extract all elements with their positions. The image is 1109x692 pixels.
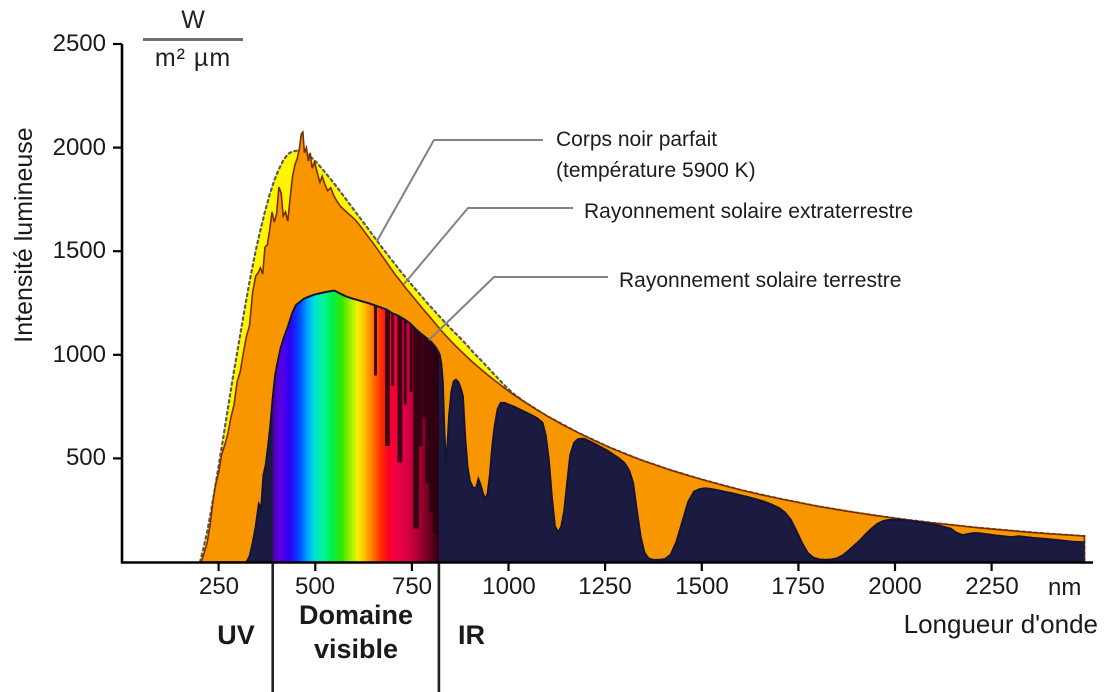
y-axis-title: Intensité lumineuse <box>10 127 38 343</box>
region-label-visible: Domaine visible <box>284 598 428 666</box>
axes-layer <box>113 42 1093 692</box>
absorption-line <box>432 290 439 533</box>
absorption-line <box>374 290 377 376</box>
absorption-line <box>429 290 435 513</box>
absorption-line <box>422 290 426 417</box>
leader-line <box>428 276 608 341</box>
spectral-domain-dividers <box>271 563 441 692</box>
absorption-lines <box>374 290 439 533</box>
annotation-terrestrial: Rayonnement solaire terrestre <box>619 269 902 292</box>
y-axis-units: W m² µm <box>141 6 245 73</box>
absorption-line <box>425 290 430 484</box>
y-tick-label: 2500 <box>52 30 106 57</box>
annotation-blackbody-line2: (température 5900 K) <box>556 159 756 182</box>
annotation-blackbody: Corps noir parfait (température 5900 K) <box>556 124 756 186</box>
terrestrial-curve-outline <box>245 289 1085 563</box>
tick-marks <box>113 42 993 571</box>
absorption-line <box>391 290 395 386</box>
region-label-visible-line2: visible <box>313 634 399 664</box>
x-axis-unit: nm <box>1048 574 1082 601</box>
x-tick-label: 500 <box>294 573 336 600</box>
region-label-uv: UV <box>217 620 255 650</box>
y-tick-label: 1500 <box>52 237 106 264</box>
unit-numerator: W <box>143 6 243 41</box>
region-label-visible-line1: Domaine <box>298 600 414 630</box>
annotation-blackbody-line1: Corps noir parfait <box>556 128 718 151</box>
absorption-line <box>403 290 407 405</box>
x-tick-label: 250 <box>198 573 240 600</box>
x-tick-label: 1500 <box>675 573 729 600</box>
absorption-line <box>397 290 403 463</box>
leader-line <box>376 139 543 242</box>
region-label-ir: IR <box>458 620 485 650</box>
annotation-leader-lines <box>376 139 608 341</box>
absorption-line <box>413 290 420 529</box>
x-tick-label: 2250 <box>965 573 1019 600</box>
x-tick-label: 2000 <box>868 573 922 600</box>
x-tick-label: 1000 <box>482 573 536 600</box>
x-tick-label: 1750 <box>771 573 825 600</box>
unit-denominator: m² µm <box>154 44 232 72</box>
y-tick-label: 2000 <box>52 134 106 161</box>
absorption-line <box>385 290 390 446</box>
annotation-extraterrestrial: Rayonnement solaire extraterrestre <box>584 200 914 223</box>
leader-line <box>403 207 573 285</box>
y-tick-label: 1000 <box>52 341 106 368</box>
visible-spectrum-band <box>272 290 439 562</box>
terrestrial-curve <box>246 290 1085 562</box>
x-axis-title: Longueur d'onde <box>903 609 1098 639</box>
absorption-line <box>418 290 423 446</box>
x-tick-label: 750 <box>391 573 433 600</box>
curves-layer <box>198 130 1086 564</box>
absorption-line <box>409 290 413 393</box>
x-tick-label: 1250 <box>578 573 632 600</box>
y-tick-label: 500 <box>65 444 106 471</box>
